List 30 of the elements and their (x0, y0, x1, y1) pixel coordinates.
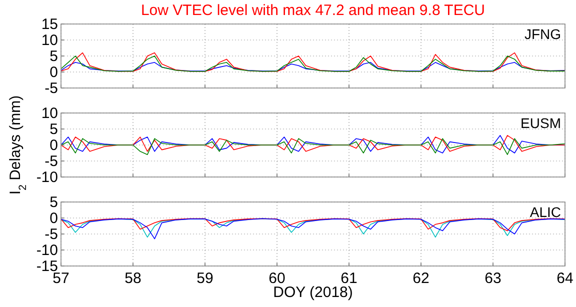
y-tick-label: -10 (36, 169, 58, 186)
annotation: JFNG (524, 26, 561, 42)
x-tick-label: 57 (52, 270, 70, 287)
x-tick-label: 60 (268, 270, 286, 287)
x-tick-label: 63 (484, 270, 502, 287)
line-series (60, 56, 566, 72)
y-tick-label: -10 (36, 242, 58, 259)
annotation: ALIC (530, 204, 561, 220)
annotation: EUSM (520, 115, 561, 131)
y-tick-label: 0 (50, 64, 58, 81)
chart-title: Low VTEC level with max 47.2 and mean 9.8 TECU (140, 2, 486, 19)
x-axis-title: DOY (2018) (273, 284, 353, 301)
x-tick-label: 58 (124, 270, 142, 287)
x-tick-label: 59 (196, 270, 214, 287)
x-tick-label: 61 (340, 270, 358, 287)
y-tick-label: 5 (50, 121, 58, 138)
y-tick-label: 10 (41, 105, 58, 122)
y-tick-label: 0 (50, 137, 58, 154)
y-tick-label: 15 (41, 16, 58, 33)
x-tick-label: 62 (412, 270, 430, 287)
y-tick-label: 5 (50, 48, 58, 65)
y-tick-label: -5 (44, 226, 58, 243)
line-series (60, 218, 566, 232)
y-tick-label: -5 (44, 80, 58, 97)
y-tick-label: 0 (50, 210, 58, 227)
y-tick-label: 10 (41, 32, 58, 49)
y-tick-label: -5 (44, 153, 58, 170)
line-series (60, 138, 566, 155)
x-tick-label: 64 (556, 270, 574, 287)
y-tick-label: 5 (50, 194, 58, 211)
